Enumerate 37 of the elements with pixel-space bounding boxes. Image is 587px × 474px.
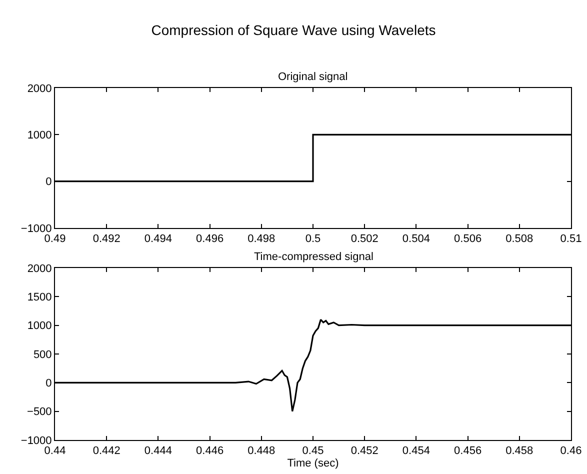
x-tick-label: 0.506 (454, 233, 482, 246)
y-tick-label: 0 (46, 378, 52, 390)
chart-title: Compression of Square Wave using Wavelets (151, 22, 436, 38)
x-tick-label: 0.5 (305, 233, 321, 246)
y-tick-label: 2000 (27, 82, 52, 95)
x-tick-label: 0.492 (92, 233, 120, 246)
x-tick-label: 0.504 (402, 233, 430, 246)
x-tick-label: 0.448 (248, 445, 276, 458)
x-tick-label: 0.45 (302, 445, 324, 458)
x-tick-label: 0.456 (454, 445, 482, 458)
x-tick-label: 0.496 (196, 233, 224, 246)
y-tick-label: 2000 (27, 262, 52, 275)
x-tick-label: 0.44 (44, 445, 66, 458)
x-tick-label: 0.452 (350, 445, 378, 458)
x-tick-label: 0.502 (350, 233, 378, 246)
x-tick-label: 0.51 (560, 233, 582, 246)
x-tick-label: 0.442 (92, 445, 120, 458)
x-axis-title: Time (sec) (287, 457, 339, 470)
x-tick-label: 0.444 (144, 445, 172, 458)
x-tick-label: 0.458 (506, 445, 534, 458)
y-tick-label: 1000 (27, 130, 52, 142)
y-tick-label: 1500 (27, 292, 52, 304)
x-tick-label: 0.454 (402, 445, 430, 458)
y-tick-label: 500 (33, 348, 52, 361)
x-tick-label: 0.46 (560, 445, 582, 458)
y-tick-label: 0 (46, 176, 52, 188)
chart-subtitle: Original signal (278, 71, 348, 83)
x-tick-label: 0.498 (248, 233, 276, 246)
x-tick-label: 0.508 (506, 233, 534, 246)
x-tick-label: 0.494 (144, 233, 172, 246)
y-tick-label: 1000 (27, 320, 52, 332)
x-tick-label: 0.446 (196, 445, 224, 458)
y-tick-label: −500 (27, 406, 52, 418)
y-tick-label: −1000 (20, 222, 52, 235)
chart-title: Time-compressed signal (254, 251, 374, 263)
x-tick-label: 0.49 (44, 233, 66, 246)
y-tick-label: −1000 (20, 434, 52, 447)
